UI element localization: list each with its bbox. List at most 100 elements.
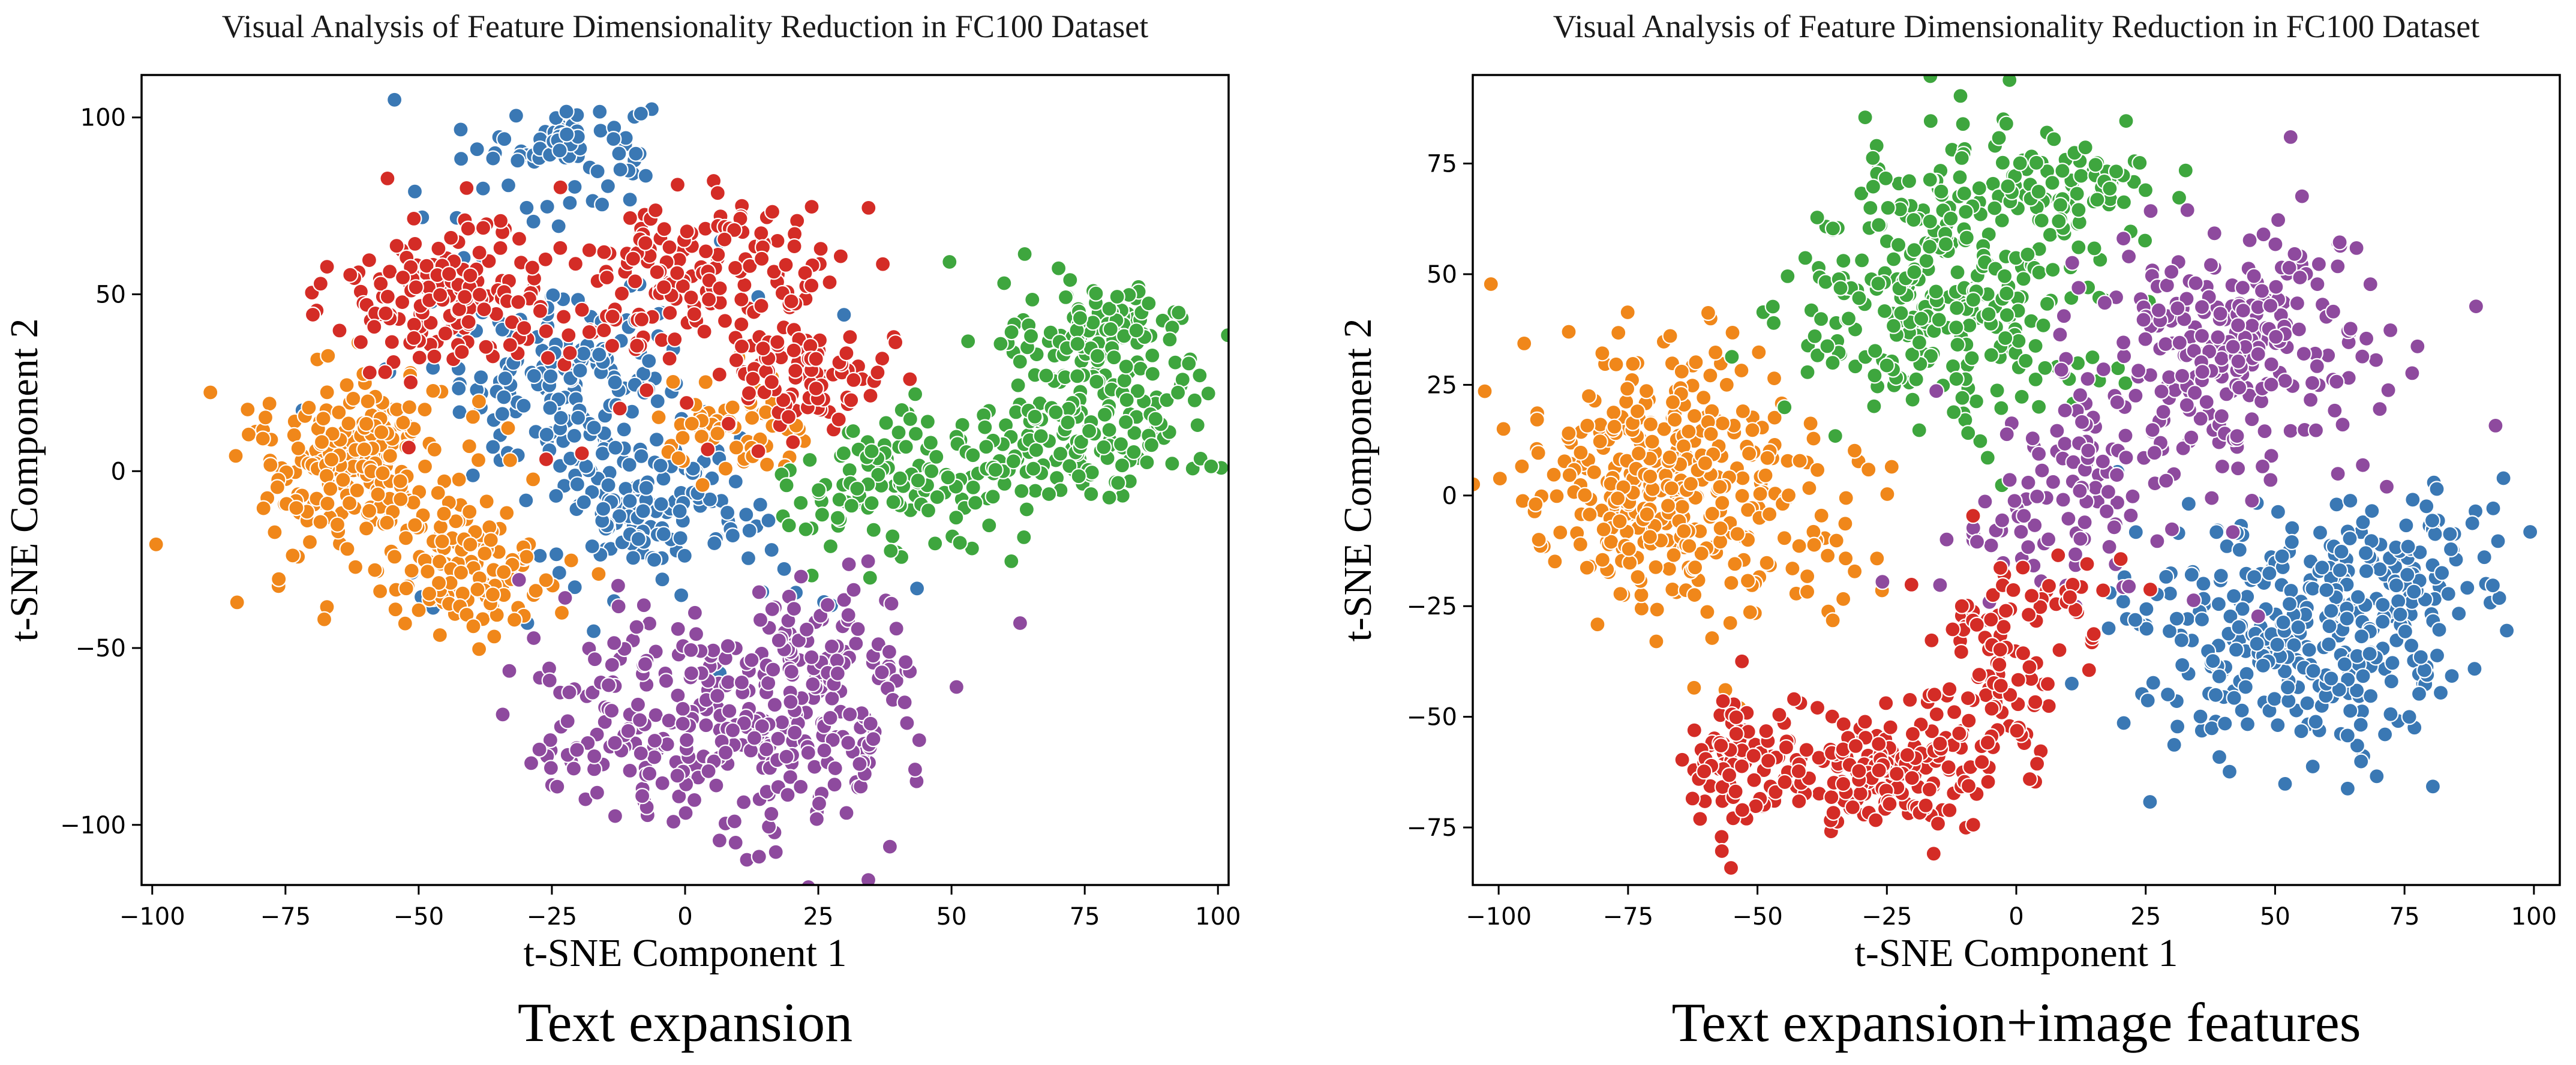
scatter-point	[653, 496, 669, 512]
scatter-point	[1116, 372, 1133, 389]
scatter-point	[559, 713, 576, 730]
scatter-point	[776, 560, 792, 577]
scatter-point	[1908, 371, 1925, 388]
scatter-point	[406, 329, 422, 347]
scatter-point	[888, 620, 905, 637]
scatter-point	[1776, 530, 1793, 547]
scatter-point	[622, 762, 638, 779]
panel-caption: Text expansion	[518, 992, 852, 1053]
scatter-point	[1661, 449, 1678, 466]
series-class-orange	[148, 334, 812, 658]
scatter-point	[574, 445, 590, 462]
scatter-point	[589, 163, 606, 180]
scatter-point	[741, 522, 758, 539]
scatter-point	[1697, 455, 1713, 472]
scatter-point	[2231, 379, 2248, 396]
scatter-point	[1956, 185, 1972, 202]
scatter-point	[394, 269, 412, 286]
scatter-point	[2377, 726, 2394, 743]
scatter-point	[361, 252, 378, 269]
scatter-point	[2033, 212, 2050, 229]
scatter-point	[1983, 537, 1999, 554]
scatter-point	[736, 277, 753, 293]
scatter-point	[1852, 785, 1869, 802]
scatter-point	[1143, 437, 1160, 454]
scatter-point	[2290, 619, 2307, 636]
scatter-point	[541, 672, 558, 689]
scatter-point	[1844, 799, 1861, 816]
scatter-point	[637, 235, 654, 251]
scatter-point	[2308, 358, 2325, 375]
scatter-point	[1608, 356, 1625, 373]
scatter-point	[1751, 344, 1767, 361]
y-axis-label: t-SNE Component 2	[1336, 319, 1380, 642]
scatter-point	[789, 212, 806, 229]
scatter-point	[686, 604, 704, 621]
scatter-point	[527, 582, 544, 599]
scatter-point	[1846, 442, 1863, 459]
scatter-point	[2056, 402, 2073, 419]
scatter-point	[1728, 725, 1745, 742]
y-tick-label: 25	[1427, 371, 1457, 399]
scatter-point	[2378, 478, 2395, 495]
scatter-point	[345, 390, 362, 407]
y-tick-label: 0	[111, 458, 126, 485]
scatter-point	[1059, 414, 1076, 431]
scatter-point	[586, 419, 602, 436]
scatter-point	[1968, 616, 1985, 634]
scatter-point	[2227, 641, 2245, 658]
scatter-point	[288, 499, 305, 517]
scatter-point	[1003, 553, 1020, 570]
scatter-point	[2274, 548, 2290, 565]
scatter-point	[965, 447, 981, 464]
scatter-point	[1016, 529, 1032, 546]
scatter-point	[746, 730, 763, 746]
scatter-point	[2217, 715, 2233, 732]
scatter-point	[600, 677, 617, 694]
scatter-point	[1581, 506, 1598, 523]
scatter-point	[2331, 562, 2349, 579]
scatter-point	[2309, 276, 2326, 293]
scatter-point	[2072, 530, 2089, 547]
scatter-point	[1779, 268, 1796, 284]
scatter-point	[2442, 541, 2460, 558]
scatter-point	[2342, 320, 2359, 337]
scatter-point	[709, 688, 726, 704]
scatter-point	[753, 225, 770, 242]
scatter-point	[1681, 538, 1698, 554]
scatter-point	[896, 694, 913, 711]
scatter-point	[1704, 505, 1721, 522]
scatter-point	[2328, 496, 2345, 513]
scatter-point	[1572, 444, 1589, 461]
x-tick-label: −50	[1732, 903, 1782, 931]
scatter-point	[1746, 772, 1763, 788]
scatter-point	[885, 494, 902, 511]
scatter-point	[1722, 859, 1740, 877]
scatter-point	[2076, 514, 2093, 531]
scatter-point	[1904, 725, 1921, 742]
scatter-point	[1928, 283, 1944, 300]
scatter-point	[1073, 433, 1090, 451]
scatter-point	[2142, 581, 2158, 598]
scatter-point	[1638, 506, 1655, 523]
scatter-point	[2070, 202, 2087, 218]
scatter-point	[862, 715, 879, 732]
scatter-point	[1942, 210, 1959, 227]
scatter-point	[2290, 321, 2307, 338]
scatter-point	[1901, 173, 1918, 190]
scatter-point	[301, 399, 317, 416]
scatter-point	[770, 730, 786, 747]
scatter-point	[2353, 753, 2370, 770]
scatter-point	[515, 397, 532, 414]
scatter-point	[2053, 361, 2070, 378]
scatter-point	[683, 289, 699, 306]
scatter-point	[1161, 331, 1178, 348]
scatter-point	[1742, 604, 1758, 620]
scatter-point	[407, 235, 424, 252]
series-class-red	[1674, 508, 2158, 877]
scatter-point	[2310, 256, 2327, 272]
scatter-point	[1847, 563, 1863, 580]
x-tick-label: −25	[527, 903, 577, 931]
scatter-point	[2064, 254, 2080, 271]
scatter-point	[2153, 383, 2170, 400]
